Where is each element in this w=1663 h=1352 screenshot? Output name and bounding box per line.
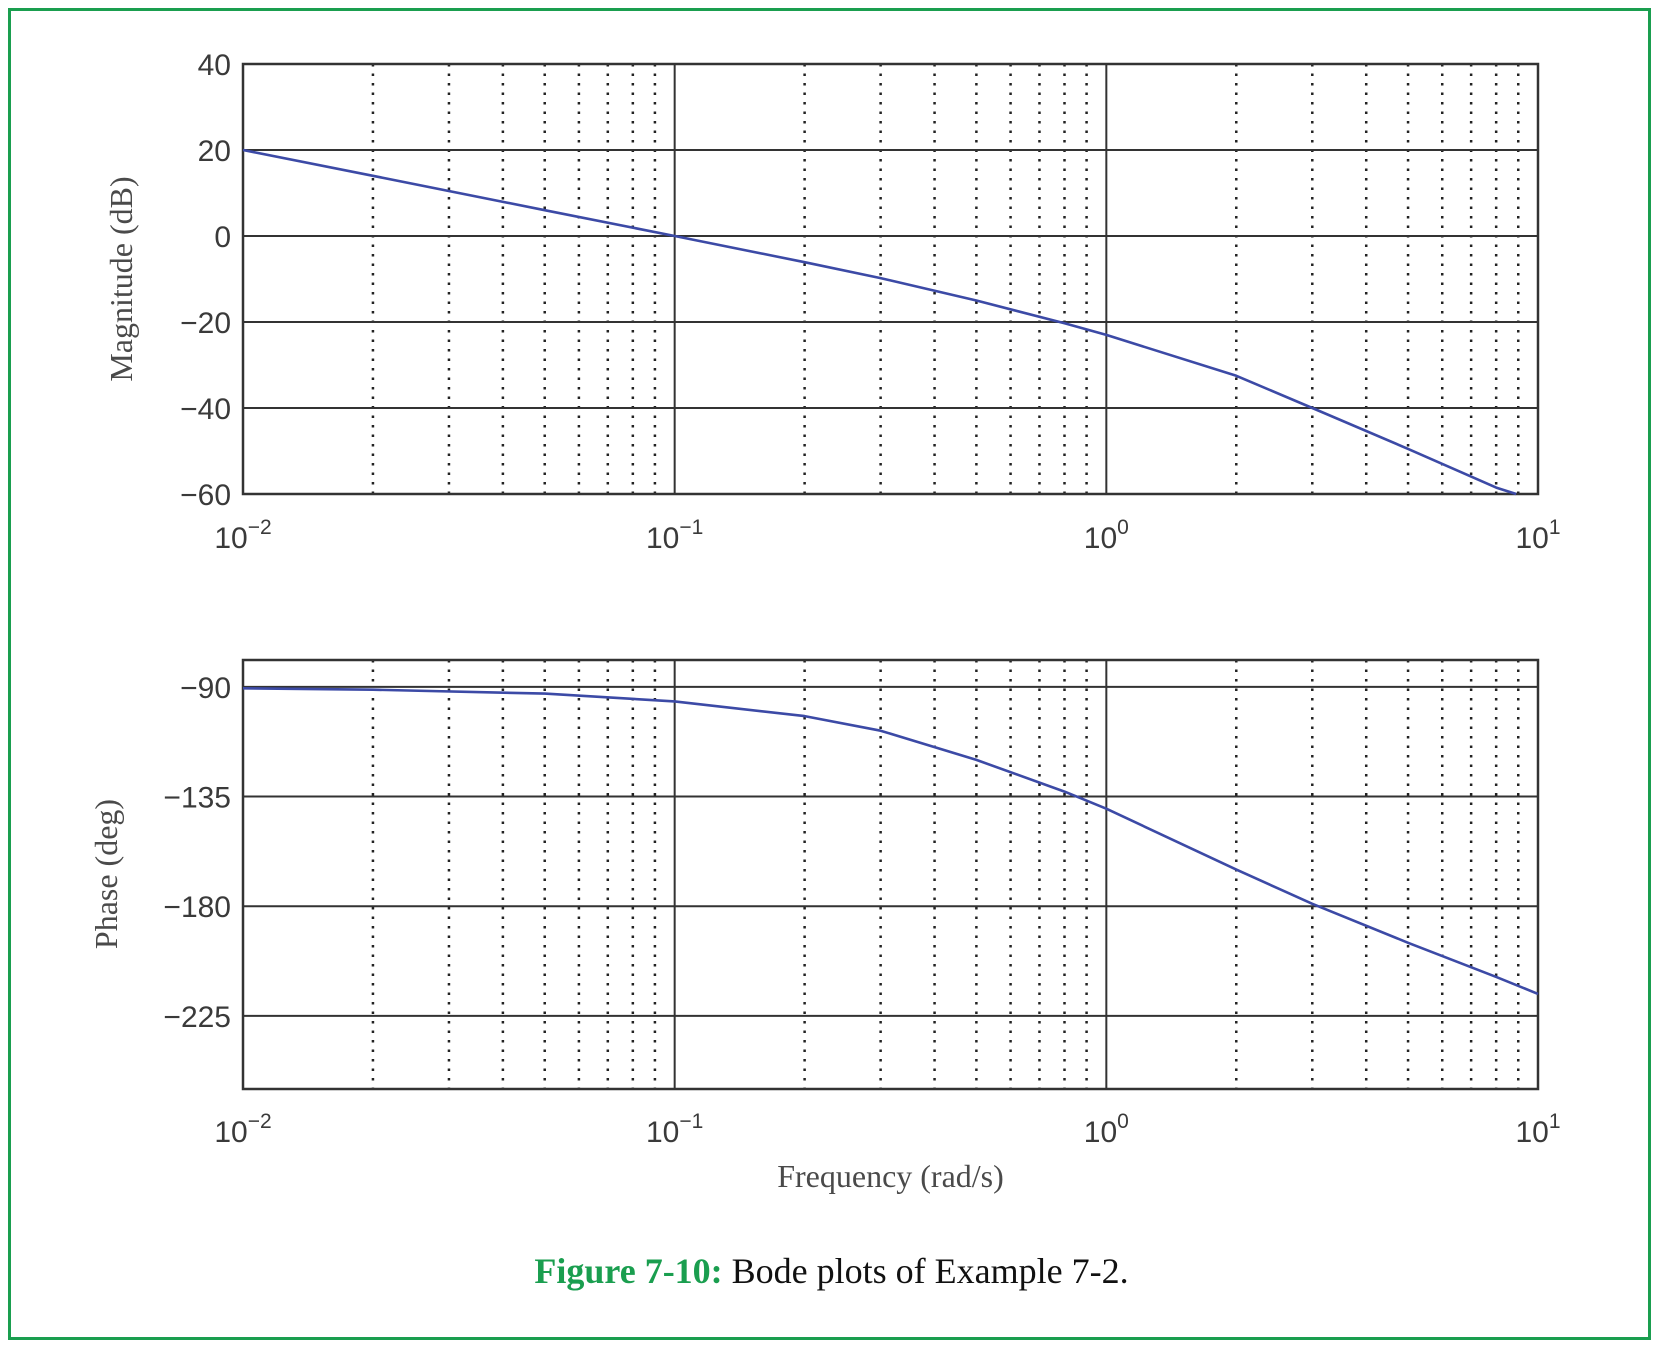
y-tick-label: −90: [180, 672, 231, 705]
phase-plot: −90 −135 −180 −225 10−2 10−1 100 101 Phase (deg)…: [88, 658, 1561, 1194]
figure-caption: Figure 7-10: Bode plots of Example 7-2.: [0, 1250, 1663, 1292]
x-tick-label: 100: [1084, 516, 1129, 555]
x-tick-label: 10−2: [214, 1110, 271, 1149]
y-tick-label: 40: [198, 49, 231, 82]
figure-frame: [8, 8, 1651, 1340]
y-tick-label: −60: [180, 479, 231, 512]
caption-label: Figure 7-10:: [534, 1251, 723, 1291]
x-tick-label: 10−1: [646, 516, 703, 555]
x-axis-title: Frequency (rad/s): [777, 1158, 1004, 1194]
y-tick-label: −135: [163, 782, 231, 815]
x-tick-label: 101: [1515, 516, 1560, 555]
x-tick-label: 10−1: [646, 1110, 703, 1149]
y-tick-label: −180: [163, 891, 231, 924]
x-tick-label: 100: [1084, 1110, 1129, 1149]
y-tick-label: −20: [180, 307, 231, 340]
axes-box: [241, 62, 1540, 496]
caption-text: Bode plots of Example 7-2.: [722, 1251, 1129, 1291]
y-tick-label: −40: [180, 393, 231, 426]
y-tick-label: −225: [163, 1001, 231, 1034]
y-axis-title: Magnitude (dB): [103, 176, 139, 381]
series-line: [242, 687, 1539, 996]
y-tick-label: 20: [198, 135, 231, 168]
axes-box: [241, 658, 1540, 1091]
y-axis-title: Phase (deg): [88, 799, 124, 949]
magnitude-plot: 40 20 0 −20 −40 −60 10−2 10−1 100 101 Magnitude (d…: [103, 49, 1561, 555]
x-tick-label: 10−2: [214, 516, 271, 555]
series-line: [242, 148, 1517, 496]
x-tick-label: 101: [1515, 1110, 1560, 1149]
y-tick-label: 0: [214, 221, 231, 254]
